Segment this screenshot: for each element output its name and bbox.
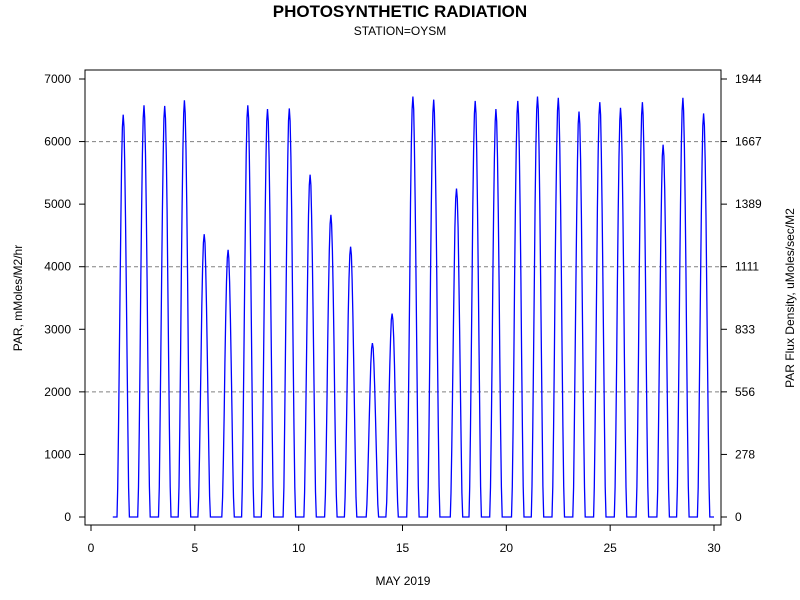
y2-tick-label-1: 278 [735,447,755,461]
y2-axis-label: PAR Flux Density, uMoles/sec/M2 [783,208,797,388]
y-tick-label-3: 3000 [44,322,71,336]
par-series-line [112,96,714,518]
x-tick-label-1: 5 [191,541,198,555]
y-axis-ticks: 0 1000 2000 3000 4000 5000 6000 7000 [44,72,85,524]
y2-tick-label-3: 833 [735,322,755,336]
x-tick-label-6: 30 [707,541,721,555]
y2-tick-label-5: 1389 [735,197,762,211]
x-tick-label-5: 25 [603,541,617,555]
y2-tick-label-2: 556 [735,385,755,399]
y-tick-label-1: 1000 [44,447,71,461]
y2-axis-ticks: 0 278 556 833 1111 1389 1667 1944 [721,72,762,524]
y2-tick-label-0: 0 [735,510,742,524]
y-tick-label-6: 6000 [44,135,71,149]
x-tick-label-0: 0 [88,541,95,555]
y-tick-label-5: 5000 [44,197,71,211]
x-tick-label-4: 20 [500,541,514,555]
y-axis-label: PAR, mMoles/M2/hr [11,245,25,351]
y-tick-label-4: 4000 [44,260,71,274]
x-tick-label-3: 15 [396,541,410,555]
y2-tick-label-7: 1944 [735,72,762,86]
chart-title: PHOTOSYNTHETIC RADIATION [273,2,527,21]
y-tick-label-0: 0 [64,510,71,524]
plot-series [112,96,714,518]
chart-subtitle: STATION=OYSM [354,24,447,38]
x-tick-label-2: 10 [292,541,306,555]
y-tick-label-7: 7000 [44,72,71,86]
y2-tick-label-4: 1111 [735,260,759,274]
y-tick-label-2: 2000 [44,385,71,399]
grid-lines [85,141,721,393]
x-axis-ticks: 0 5 10 15 20 25 30 [88,525,721,555]
y2-tick-label-6: 1667 [735,135,762,149]
x-axis-label: MAY 2019 [376,574,431,588]
